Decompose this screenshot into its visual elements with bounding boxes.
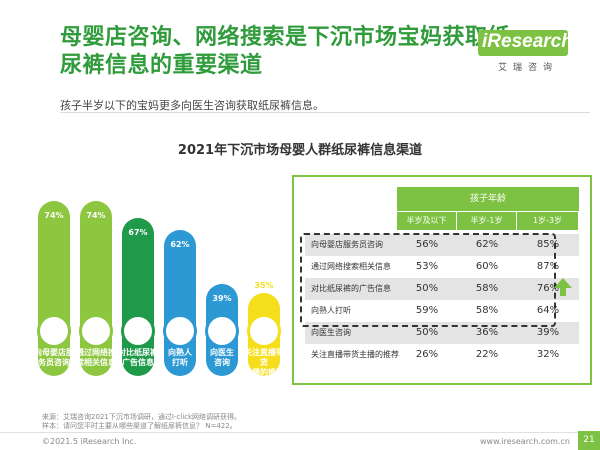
bar-base-circle [37,314,71,348]
table-column-header: 半岁及以下 [397,212,456,230]
table-cell: 58% [475,283,499,294]
table-cell: 58% [475,305,499,316]
bar [164,229,196,376]
table-cell: 53% [415,261,439,272]
website-link[interactable]: www.iresearch.com.cn [480,437,570,446]
table-row: 向母婴店服务员咨询 56% 62% 85% [305,234,579,256]
bar-base-circle [121,314,155,348]
bar-value-label: 74% [44,211,64,221]
bar-value-label: 62% [170,239,190,249]
table-row: 关注直播带货主播的推荐 26% 22% 32% [305,344,579,366]
subtitle-divider [60,112,590,113]
source-line: 来源：艾瑞咨询2021下沉市场调研，通过I-click网络调研获得。 [42,413,242,421]
page-subtitle: 孩子半岁以下的宝妈更多向医生咨询获取纸尿裤信息。 [60,99,324,112]
bar-category-label: 通过网络搜 索相关信息 [76,348,116,367]
bar-value-label: 74% [86,211,106,221]
table-frame [292,175,592,385]
table-cell: 22% [475,349,499,360]
table-row-label: 向熟人打听 [311,306,351,315]
table-row: 向熟人打听 59% 58% 64% [305,300,579,322]
iresearch-logo: iResearch 艾瑞咨询 [478,30,586,76]
table-cell: 59% [415,305,439,316]
bar-value-label: 39% [212,293,232,303]
bar-base-circle [205,314,239,348]
table-cell: 32% [536,349,560,360]
bar-category-label: 关注直播带货 主播的推荐 [244,348,284,377]
sample-line: 样本：请问您平时主要从哪些渠道了解纸尿裤信息？ N=422。 [42,422,237,430]
table-cell: 76% [536,283,560,294]
logo-wordmark: iResearch [482,31,573,52]
page-title: 母婴店咨询、网络搜索是下沉市场宝妈获取纸尿裤信息的重要渠道 [60,25,511,78]
page-number: 21 [578,431,600,450]
table-row-label: 向母婴店服务员咨询 [311,240,383,249]
table-cell: 39% [536,327,560,338]
bar-base-circle [247,314,281,348]
bar-base-circle [79,314,113,348]
table-cell: 87% [536,261,560,272]
table-row-label: 关注直播带货主播的推荐 [311,350,399,359]
logo-subtitle: 艾瑞咨询 [498,63,559,73]
chart-title: 2021年下沉市场母婴人群纸尿裤信息渠道 [177,143,423,158]
table-row-label: 向医生咨询 [311,328,351,337]
table-cell: 50% [415,283,439,294]
bar-value-label: 67% [128,227,148,237]
bar-category-label: 向医生 咨询 [210,348,234,367]
table-row: 通过网络搜索相关信息 53% 60% 87% [305,256,579,278]
bar-value-label: 35% [254,281,274,291]
table-cell: 26% [415,349,439,360]
table-cell: 62% [475,239,499,250]
table-cell: 64% [536,305,560,316]
table-row: 对比纸尿裤的广告信息 50% 58% 76% [305,278,579,300]
footer-divider [0,432,600,433]
table-group-header: 孩子年龄 [397,187,579,211]
bar-category-label: 向母婴店服 务员咨询 [34,348,74,367]
table-column-header: 1岁-3岁 [517,212,578,230]
copyright: ©2021.5 iResearch Inc. [42,437,137,446]
table-row-label: 通过网络搜索相关信息 [311,262,391,271]
bar-category-label: 向熟人 打听 [168,348,192,367]
highlight-dashed-box [300,233,556,327]
table-cell: 85% [536,239,560,250]
source-note: 来源：艾瑞咨询2021下沉市场调研，通过I-click网络调研获得。 样本：请问… [42,413,241,431]
table-row-label: 对比纸尿裤的广告信息 [311,284,391,293]
table-cell: 60% [475,261,499,272]
up-arrow-icon [554,278,572,296]
table-column-header: 半岁-1岁 [457,212,516,230]
table-cell: 50% [415,327,439,338]
table-row: 向医生咨询 50% 36% 39% [305,322,579,344]
bar [122,217,154,376]
bar-category-label: 对比纸尿裤 广告信息 [118,348,158,367]
bar-base-circle [163,314,197,348]
logo-badge: iResearch [478,30,573,56]
table-cell: 36% [475,327,499,338]
table-cell: 56% [415,239,439,250]
